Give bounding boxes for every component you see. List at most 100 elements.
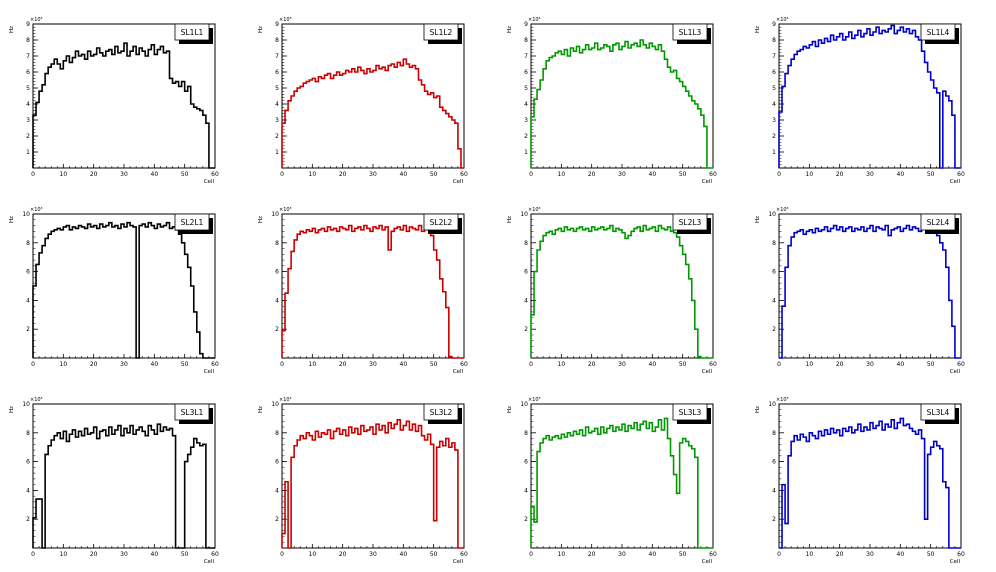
x-tick-label: 30: [866, 551, 874, 558]
exponent-label: ×10³: [279, 17, 292, 23]
x-tick-label: 20: [90, 171, 98, 178]
title-box: [423, 213, 459, 231]
x-tick-label: 0: [31, 551, 35, 558]
x-tick-label: 20: [588, 551, 596, 558]
x-tick-label: 60: [211, 551, 219, 558]
title-box: [174, 213, 210, 231]
y-tick-label: 1: [26, 149, 30, 156]
x-tick-label: 0: [529, 361, 533, 368]
x-tick-label: 30: [618, 171, 626, 178]
x-tick-label: 40: [649, 551, 657, 558]
panel-sl2l4: 0 10 20 30 40 50 60 2 4 6 8 10 Cell Hz ×10³ SL2L4: [755, 207, 965, 375]
y-tick-label: 2: [26, 133, 30, 140]
y-axis-label: Hz: [9, 216, 15, 223]
x-tick-label: 40: [897, 551, 905, 558]
panel-title: SL1L1: [181, 28, 204, 37]
y-tick-label: 10: [520, 211, 528, 218]
y-tick-label: 2: [524, 516, 528, 523]
y-tick-label: 10: [520, 401, 528, 408]
y-tick-label: 4: [275, 297, 279, 304]
y-tick-label: 2: [772, 133, 776, 140]
y-tick-label: 2: [275, 326, 279, 333]
y-tick-label: 8: [26, 430, 30, 437]
histogram-series: [32, 423, 215, 549]
y-tick-label: 2: [26, 516, 30, 523]
y-tick-label: 6: [772, 269, 776, 276]
x-axis-label: Cell: [204, 179, 215, 185]
y-tick-label: 3: [772, 117, 776, 124]
x-axis-label: Cell: [453, 369, 464, 375]
exponent-label: ×10³: [30, 397, 43, 403]
exponent-label: ×10³: [279, 397, 292, 403]
plot-frame: [530, 23, 714, 169]
panel-sl1l1: 0 10 20 30 40 50 60 1 2 3 4 5 6 7 8 9 Cell Hz ×10³ SL1L1: [9, 17, 219, 185]
y-axis-label: Hz: [507, 406, 513, 413]
panel-title: SL2L2: [430, 218, 453, 227]
y-tick-label: 2: [772, 516, 776, 523]
y-tick-label: 4: [772, 297, 776, 304]
plot-frame: [281, 213, 465, 359]
x-tick-label: 0: [777, 551, 781, 558]
x-tick-label: 40: [400, 171, 408, 178]
y-tick-label: 4: [26, 487, 30, 494]
x-tick-label: 0: [280, 171, 284, 178]
x-tick-label: 0: [280, 551, 284, 558]
x-tick-label: 10: [806, 551, 814, 558]
y-tick-label: 1: [275, 149, 279, 156]
x-tick-label: 50: [181, 361, 189, 368]
y-tick-label: 5: [26, 85, 30, 92]
y-tick-label: 10: [22, 401, 30, 408]
panel-sl3l2: 0 10 20 30 40 50 60 2 4 6 8 10 Cell Hz ×10³ SL3L2: [258, 397, 468, 565]
x-axis-label: Cell: [702, 369, 713, 375]
panel-sl2l2: 0 10 20 30 40 50 60 2 4 6 8 10 Cell Hz ×10³ SL2L2: [258, 207, 468, 375]
y-tick-label: 8: [275, 37, 279, 44]
x-tick-label: 10: [558, 171, 566, 178]
x-axis-label: Cell: [950, 369, 961, 375]
title-box: [672, 23, 708, 41]
histogram-series: [530, 417, 713, 549]
y-tick-label: 1: [772, 149, 776, 156]
y-tick-label: 8: [772, 37, 776, 44]
histogram-series: [32, 221, 215, 359]
panel-title: SL3L4: [927, 408, 950, 417]
panel-title: SL1L3: [679, 28, 702, 37]
plot-frame: [32, 213, 216, 359]
y-tick-label: 7: [524, 53, 528, 60]
y-tick-label: 6: [26, 459, 30, 466]
title-box: [920, 23, 956, 41]
x-tick-label: 60: [460, 171, 468, 178]
panel-sl2l1: 0 10 20 30 40 50 60 2 4 6 8 10 Cell Hz ×10³ SL2L1: [9, 207, 219, 375]
panel-title: SL1L4: [927, 28, 950, 37]
x-tick-label: 50: [430, 551, 438, 558]
x-tick-label: 30: [120, 551, 128, 558]
y-tick-label: 6: [524, 459, 528, 466]
title-box: [174, 403, 210, 421]
x-tick-label: 50: [181, 551, 189, 558]
title-box: [672, 403, 708, 421]
exponent-label: ×10³: [528, 17, 541, 23]
y-tick-label: 10: [271, 211, 279, 218]
x-tick-label: 60: [957, 171, 965, 178]
y-tick-label: 5: [275, 85, 279, 92]
x-tick-label: 10: [60, 171, 68, 178]
y-tick-label: 1: [524, 149, 528, 156]
panel-title: SL3L3: [679, 408, 702, 417]
y-tick-label: 10: [271, 401, 279, 408]
title-box: [920, 213, 956, 231]
x-tick-label: 60: [460, 551, 468, 558]
y-tick-label: 6: [26, 69, 30, 76]
panel-title: SL2L1: [181, 218, 204, 227]
y-tick-label: 5: [524, 85, 528, 92]
plot-frame: [778, 23, 962, 169]
x-tick-label: 60: [460, 361, 468, 368]
y-axis-label: Hz: [755, 26, 761, 33]
x-tick-label: 30: [120, 361, 128, 368]
x-tick-label: 10: [309, 171, 317, 178]
y-tick-label: 9: [772, 21, 776, 28]
x-tick-label: 50: [181, 171, 189, 178]
y-tick-label: 6: [275, 269, 279, 276]
x-tick-label: 20: [836, 551, 844, 558]
y-tick-label: 6: [772, 459, 776, 466]
x-tick-label: 40: [897, 361, 905, 368]
